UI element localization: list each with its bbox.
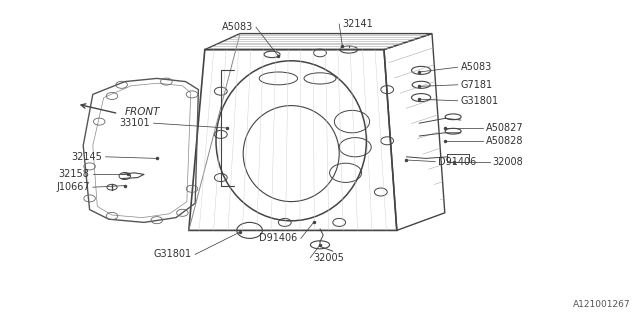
Text: 32005: 32005 <box>314 252 344 263</box>
Text: A5083: A5083 <box>461 62 492 72</box>
Text: G7181: G7181 <box>461 80 493 90</box>
Text: 32008: 32008 <box>493 156 524 167</box>
Text: D91406: D91406 <box>259 233 298 244</box>
Text: 32158: 32158 <box>59 169 90 180</box>
Text: 33101: 33101 <box>120 118 150 128</box>
Text: G31801: G31801 <box>461 96 499 106</box>
Text: D91406: D91406 <box>438 156 477 167</box>
Text: A50827: A50827 <box>486 123 524 133</box>
Text: A50828: A50828 <box>486 136 524 146</box>
Text: 32145: 32145 <box>72 152 102 162</box>
Text: FRONT: FRONT <box>125 107 160 117</box>
Text: A121001267: A121001267 <box>573 300 630 309</box>
Text: G31801: G31801 <box>154 249 192 260</box>
Text: A5083: A5083 <box>221 22 253 32</box>
Text: 32141: 32141 <box>342 19 373 29</box>
Text: J10667: J10667 <box>56 182 90 192</box>
